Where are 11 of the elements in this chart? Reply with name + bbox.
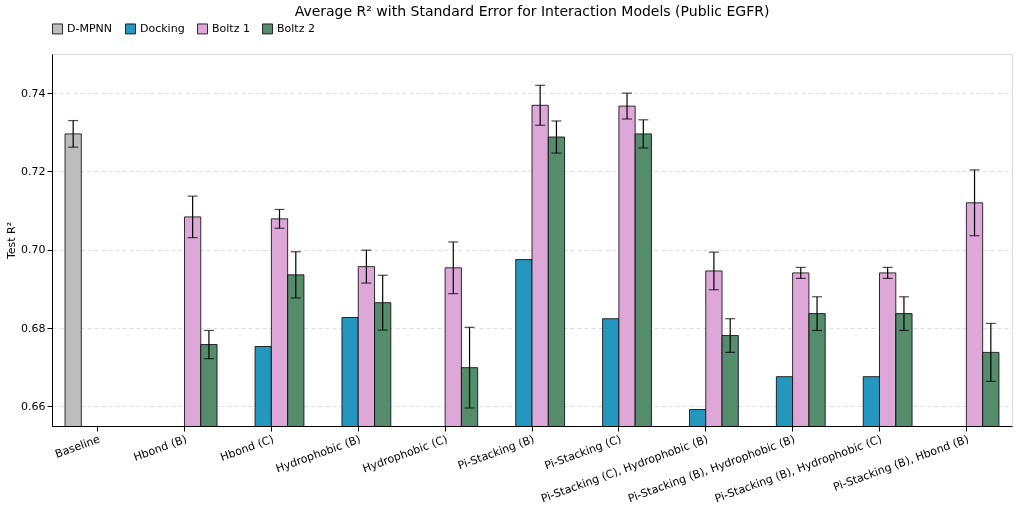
y-tick-label: 0.66 [21, 399, 46, 413]
y-tick-label: 0.70 [21, 243, 46, 257]
chart-title: Average R² with Standard Error for Interaction Models (Public EGFR) [294, 3, 770, 19]
legend-label: Boltz 1 [212, 21, 250, 35]
y-tick-label: 0.68 [21, 321, 46, 335]
legend-label: Docking [140, 21, 185, 35]
y-tick-label: 0.74 [21, 86, 46, 100]
legend-label: Boltz 2 [277, 21, 315, 35]
y-tick-label: 0.72 [21, 164, 46, 178]
y-axis-title: Test R² [5, 221, 19, 261]
legend-label: D-MPNN [67, 21, 113, 35]
